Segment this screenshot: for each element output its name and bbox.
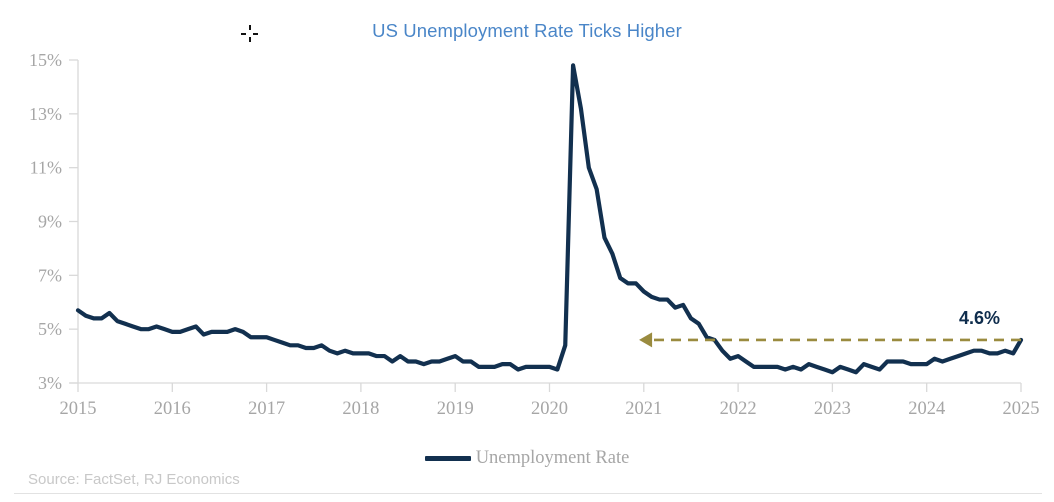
crosshair-top-arm (249, 25, 251, 30)
series-line-unemployment-rate (75, 63, 1024, 375)
y-axis-tick-label: 11% (30, 158, 62, 178)
annotation-value-label: 4.6% (959, 307, 1001, 328)
crosshair-bottom-arm (249, 37, 251, 42)
y-axis-tick-label: 5% (38, 319, 62, 339)
y-axis-tick-labels: 3% 5% 7% 9% 11% 13% 15% (29, 50, 62, 393)
crosshair-left-arm (241, 33, 246, 35)
legend-swatch-unemployment-rate (424, 456, 471, 461)
x-axis-tick-label: 2023 (814, 399, 851, 419)
x-axis-tick-label: 2015 (60, 399, 97, 419)
y-axis-tick-label: 9% (38, 212, 62, 232)
y-axis-tick-label: 7% (38, 265, 62, 285)
chart-legend: Unemployment Rate (0, 448, 1054, 469)
x-axis-tick-labels: 2015 2016 2017 2018 2019 2020 2021 2022 2023 2024… (60, 399, 1040, 419)
x-axis-tick-label: 2021 (625, 399, 662, 419)
unemployment-rate-line (75, 63, 1024, 375)
annotation-arrow (639, 332, 1021, 348)
crosshair-right-arm (253, 33, 258, 35)
x-axis-tick-label: 2019 (437, 399, 474, 419)
legend-label-unemployment-rate: Unemployment Rate (475, 448, 630, 468)
footer-divider (14, 493, 1042, 494)
x-axis-tick-label: 2025 (1003, 399, 1040, 419)
source-note: Source: FactSet, RJ Economics (28, 471, 240, 488)
x-axis-tick-label: 2016 (154, 399, 191, 419)
y-axis-tick-label: 3% (38, 373, 62, 393)
axis-group (69, 59, 1022, 392)
x-axis-tick-label: 2017 (248, 399, 285, 419)
annotation-arrowhead (639, 332, 653, 348)
y-axis-tick-label: 15% (29, 50, 62, 70)
chart-title: US Unemployment Rate Ticks Higher (372, 20, 682, 41)
x-axis-tick-label: 2024 (908, 399, 945, 419)
x-axis-tick-label: 2022 (720, 399, 757, 419)
x-axis-tick-label: 2020 (531, 399, 568, 419)
x-axis-tick-label: 2018 (342, 399, 379, 419)
y-axis-tick-label: 13% (29, 104, 62, 124)
crosshair-cursor (241, 25, 258, 42)
